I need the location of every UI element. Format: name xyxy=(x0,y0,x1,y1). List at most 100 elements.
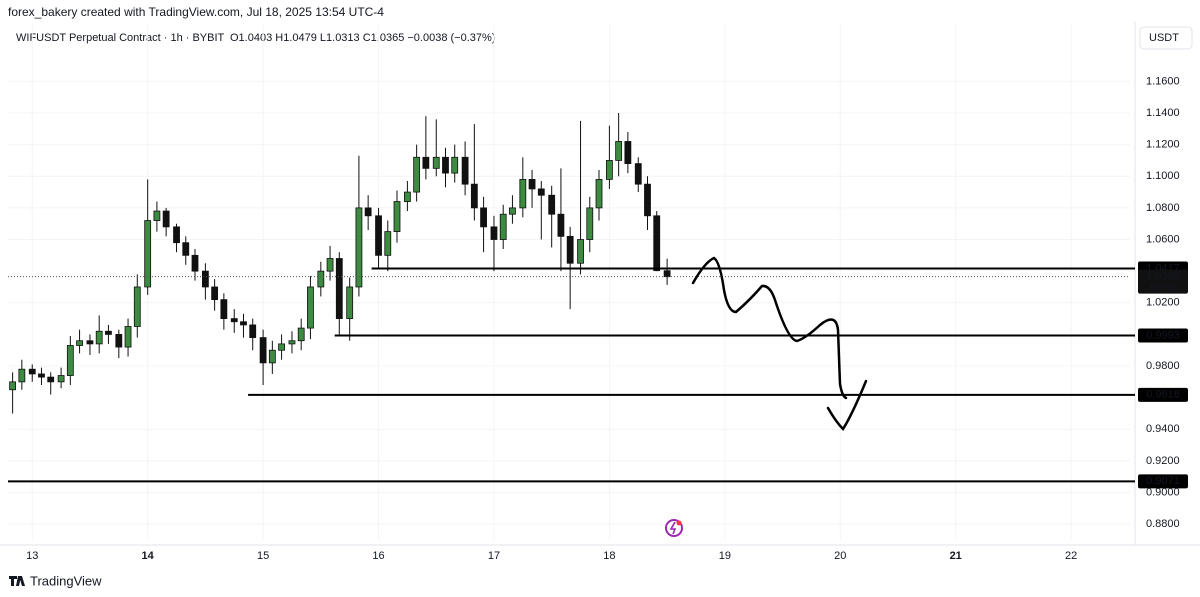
candle-body xyxy=(47,376,55,383)
candle-body xyxy=(240,321,247,326)
x-tick-label: 18 xyxy=(603,550,615,562)
candle-body xyxy=(355,207,363,288)
x-tick-label: 16 xyxy=(372,550,384,562)
event-icon-bolt xyxy=(669,521,677,535)
candle-body xyxy=(595,179,603,209)
y-tick-label: 0.9800 xyxy=(1146,360,1180,372)
candle-body xyxy=(509,207,516,215)
y-tick-label: 0.8800 xyxy=(1146,518,1180,530)
x-tick-label: 14 xyxy=(142,550,155,562)
candle-body xyxy=(86,340,94,345)
candle-body xyxy=(528,179,536,190)
candle-body xyxy=(268,349,276,364)
y-tick-label: 0.9400 xyxy=(1146,423,1180,435)
candle-body xyxy=(461,156,469,185)
candle-body xyxy=(28,368,36,375)
candle-body xyxy=(653,215,661,272)
footer-brand: TradingView xyxy=(30,573,102,588)
event-icon-dot xyxy=(676,520,682,526)
y-tick-label: 1.0200 xyxy=(1146,297,1180,309)
candle-body xyxy=(413,156,421,193)
candle-body xyxy=(9,381,17,391)
x-tick-label: 22 xyxy=(1065,550,1077,562)
candle-body xyxy=(442,156,449,174)
candle-body xyxy=(133,286,141,327)
x-tick-label: 19 xyxy=(719,550,731,562)
x-tick-label: 13 xyxy=(26,550,38,562)
plot: 0.8800 0.9000 0.9200 0.9400 0.9800 1.0200 1.06… xyxy=(8,25,1188,562)
y-tick-label: 0.9200 xyxy=(1146,455,1180,467)
candle-body xyxy=(615,141,623,161)
level-label: 0.9618 xyxy=(1146,389,1180,401)
candle-body xyxy=(288,340,296,345)
candle-body xyxy=(220,299,228,319)
candle-body xyxy=(191,254,199,272)
candle-body xyxy=(470,183,478,209)
x-tick-label: 17 xyxy=(488,550,500,562)
logo-mark xyxy=(9,576,25,586)
level-label-box xyxy=(1138,387,1188,402)
candle-body xyxy=(577,239,584,264)
drawn-projection xyxy=(691,256,848,400)
candle-body xyxy=(124,326,132,348)
candle-body xyxy=(249,324,257,338)
x-tick-label: 15 xyxy=(257,550,269,562)
candle-body xyxy=(644,183,651,217)
candle-body xyxy=(663,270,671,278)
candle-body xyxy=(317,270,325,288)
y-tick-label: 1.0600 xyxy=(1146,233,1180,245)
candle-body xyxy=(375,215,382,256)
candle-body xyxy=(606,160,613,180)
y-tick-label: 1.1000 xyxy=(1146,170,1180,182)
currency-box[interactable] xyxy=(1139,26,1193,50)
symbol: WIFUSDT Perpetual Contract · 1h · BYBIT xyxy=(16,32,225,44)
candle-body xyxy=(335,258,343,319)
candle-body xyxy=(18,368,26,383)
candle-body xyxy=(537,188,545,196)
level-label-box xyxy=(1138,474,1188,489)
candle-body xyxy=(162,210,170,228)
ohlc: O1.0403 H1.0479 L1.0313 C1.0365 −0.0038 … xyxy=(230,32,495,44)
candle-body xyxy=(57,375,65,383)
drawn-arrowhead xyxy=(826,379,868,431)
currency: USDT xyxy=(1149,32,1179,44)
candle-body xyxy=(105,330,112,335)
candle-body xyxy=(480,207,487,228)
candle-body xyxy=(173,226,180,244)
candle-body xyxy=(201,270,209,288)
candle-body xyxy=(586,207,594,240)
candle-body xyxy=(422,156,430,169)
candle-body xyxy=(548,194,556,215)
y-tick-label: 1.1400 xyxy=(1146,107,1180,119)
candle-body xyxy=(346,286,354,319)
candle-body xyxy=(307,286,314,329)
current-price-box xyxy=(1138,269,1188,294)
candle-body xyxy=(182,242,190,256)
current-price-label: 1.0365 xyxy=(1146,271,1180,283)
level-label-box xyxy=(1138,328,1188,343)
x-tick-label: 20 xyxy=(834,550,846,562)
candle-body xyxy=(326,258,334,272)
candle-body xyxy=(393,201,401,233)
candle-body xyxy=(259,337,267,364)
level-label: 0.9071 xyxy=(1146,475,1180,487)
candle-body xyxy=(624,141,632,165)
y-tick-label: 1.1200 xyxy=(1146,139,1180,151)
candle-body xyxy=(278,343,285,351)
candle-body xyxy=(153,210,161,221)
candle-body xyxy=(384,231,392,256)
candle-body xyxy=(211,286,219,301)
candle-body xyxy=(364,207,372,217)
candle-body xyxy=(432,156,440,169)
candle-body xyxy=(557,213,565,237)
candle-body xyxy=(76,340,83,346)
candle-body xyxy=(38,373,45,378)
y-tick-label: 1.0800 xyxy=(1146,202,1180,214)
candle-body xyxy=(95,330,103,345)
candle-body xyxy=(634,163,642,185)
y-tick-label: 1.1600 xyxy=(1146,75,1180,87)
candle-body xyxy=(566,235,574,264)
candle-body xyxy=(490,226,498,240)
x-tick-label: 21 xyxy=(950,550,962,562)
